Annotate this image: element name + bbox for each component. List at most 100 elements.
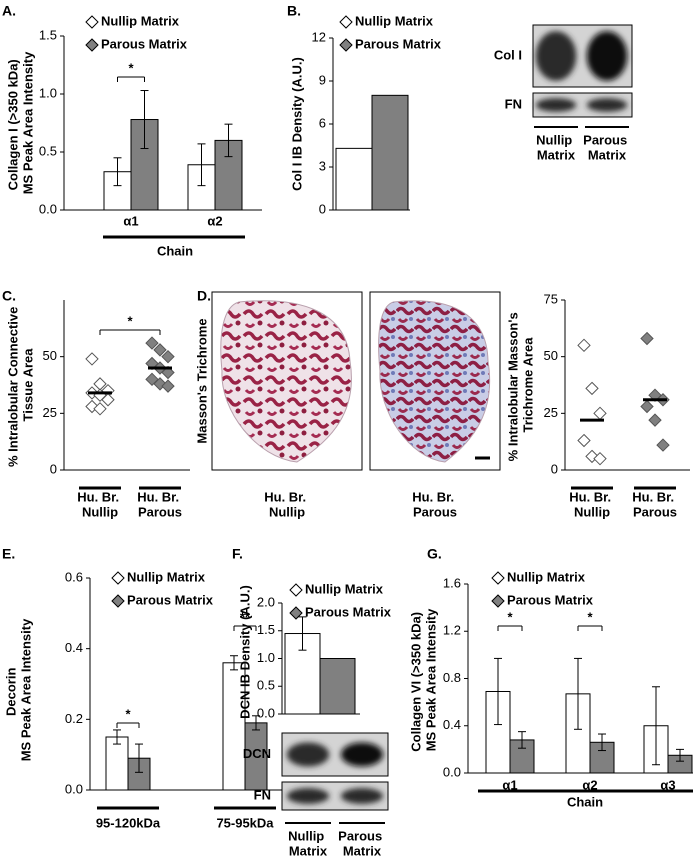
legend-marker xyxy=(85,38,99,52)
x-tick-label: α3 xyxy=(660,777,675,792)
tissue-image xyxy=(378,300,491,463)
y-tick-label: 0.4 xyxy=(65,640,83,655)
point xyxy=(153,343,167,357)
x-axis-label: Chain xyxy=(567,794,603,809)
y-tick-label: 0.5 xyxy=(257,678,275,693)
blot-band xyxy=(340,788,384,804)
x-tick-label: 75-95kDa xyxy=(216,815,274,830)
panel-label: E. xyxy=(2,546,15,562)
annotation: * xyxy=(587,609,593,624)
y-axis-label: Collagen VI (>350 kDa) MS Peak Area Inte… xyxy=(409,608,439,752)
point xyxy=(161,349,175,364)
y-tick-label: 50 xyxy=(544,348,558,363)
image-title: Masson's Trichrome xyxy=(194,318,209,443)
blot-row-label: FN xyxy=(505,96,522,111)
x-tick-label: α1 xyxy=(502,777,517,792)
y-axis-label: % Intralobular Masson's Trichrome Area xyxy=(506,309,536,462)
legend-label: Parous Matrix xyxy=(305,604,392,619)
blot-row-label: DCN xyxy=(243,746,271,761)
x-tick-label: Hu. Br. Nullip xyxy=(569,490,615,520)
legend-label: Parous Matrix xyxy=(101,36,188,51)
y-tick-label: 0.4 xyxy=(443,717,461,732)
y-tick-label: 0.8 xyxy=(443,670,461,685)
point xyxy=(577,338,591,353)
y-tick-label: 0 xyxy=(50,461,57,476)
blot-band xyxy=(286,742,330,767)
y-tick-label: 12 xyxy=(312,29,326,44)
x-axis-label: Chain xyxy=(157,243,193,258)
panel-label: F. xyxy=(232,546,243,562)
y-tick-label: 1.0 xyxy=(39,85,57,100)
tissue-image xyxy=(220,300,352,463)
image-label: Hu. Br. Parous xyxy=(412,490,458,520)
y-tick-label: 25 xyxy=(43,405,57,420)
blot-band xyxy=(286,788,330,804)
bar xyxy=(319,658,356,715)
bar xyxy=(335,147,373,211)
blot-band xyxy=(340,742,384,767)
y-tick-label: 0 xyxy=(319,201,326,216)
x-tick-label: Hu. Br. Nullip xyxy=(77,490,123,520)
y-tick-label: 1.0 xyxy=(257,650,275,665)
blot-band xyxy=(586,31,628,81)
y-tick-label: 0.6 xyxy=(65,569,83,584)
y-tick-label: 0.5 xyxy=(39,143,57,158)
legend-label: Parous Matrix xyxy=(355,36,442,51)
legend-marker xyxy=(339,38,353,52)
x-tick-label: Hu. Br. Parous xyxy=(137,490,183,520)
y-tick-label: 0.0 xyxy=(39,201,57,216)
legend-label: Nullip Matrix xyxy=(305,581,384,596)
legend-marker xyxy=(111,571,125,585)
y-tick-label: 6 xyxy=(319,115,326,130)
legend-marker xyxy=(491,594,505,608)
panel-label: G. xyxy=(427,546,442,562)
legend-label: Nullip Matrix xyxy=(507,569,586,584)
point xyxy=(577,433,591,448)
panel-label: B. xyxy=(287,3,301,19)
y-tick-label: 75 xyxy=(544,291,558,306)
lane-label: Parous Matrix xyxy=(583,133,631,163)
panel-label: A. xyxy=(2,3,16,19)
point xyxy=(648,413,662,427)
blot-band xyxy=(586,98,628,112)
y-tick-label: 3 xyxy=(319,158,326,173)
y-tick-label: 0.2 xyxy=(65,711,83,726)
y-tick-label: 9 xyxy=(319,72,326,87)
y-tick-label: 0.0 xyxy=(257,705,275,720)
y-tick-label: 1.5 xyxy=(257,622,275,637)
point xyxy=(161,365,175,380)
legend-marker xyxy=(491,571,505,585)
y-tick-label: 1.2 xyxy=(443,623,461,638)
annotation: * xyxy=(128,60,134,75)
x-tick-label: 95-120kDa xyxy=(96,815,161,830)
point xyxy=(640,399,654,414)
y-tick-label: 1.5 xyxy=(39,27,57,42)
annotation: * xyxy=(125,706,131,721)
y-axis-label: DCN IB Density (A.U.) xyxy=(237,585,252,719)
point xyxy=(93,402,107,416)
lane-label: Nullip Matrix xyxy=(288,829,328,856)
blot-row-label: Col I xyxy=(494,47,522,62)
point xyxy=(161,379,175,393)
point xyxy=(85,352,99,366)
y-axis-label: % Intralobular Connective Tissue Area xyxy=(6,303,36,467)
x-tick-label: α2 xyxy=(582,777,597,792)
annotation: ** xyxy=(240,609,251,624)
x-tick-label: Hu. Br. Parous xyxy=(632,490,678,520)
y-tick-label: 0.0 xyxy=(443,764,461,779)
legend-marker xyxy=(339,15,353,29)
blot-band xyxy=(535,98,577,112)
x-tick-label: α1 xyxy=(123,213,138,228)
point xyxy=(593,406,607,421)
bar xyxy=(371,94,409,211)
point xyxy=(145,336,159,350)
y-tick-label: 0.0 xyxy=(65,781,83,796)
legend-marker xyxy=(289,606,303,620)
legend-marker xyxy=(289,583,303,597)
y-tick-label: 0 xyxy=(551,461,558,476)
legend-marker xyxy=(111,594,125,608)
point xyxy=(101,393,115,407)
lane-label: Nullip Matrix xyxy=(536,133,576,163)
